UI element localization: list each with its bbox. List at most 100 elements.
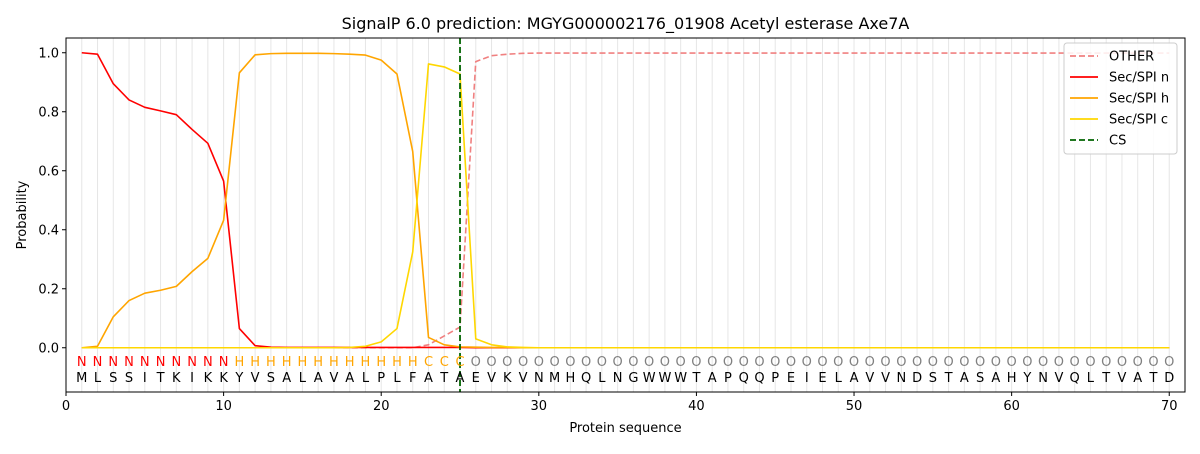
residue-letter: E xyxy=(787,371,795,386)
residue-letter: I xyxy=(805,371,809,386)
residue-layer: NMNLNSNSNINTNKNINKNKHYHVHSHAHLHAHVHAHLHP… xyxy=(76,355,1174,386)
residue-state-label: H xyxy=(266,355,276,370)
residue-state-label: O xyxy=(802,355,812,370)
residue-state-label: O xyxy=(628,355,638,370)
residue-state-label: O xyxy=(865,355,875,370)
residue-letter: T xyxy=(156,371,165,386)
x-tick-label: 30 xyxy=(531,399,548,414)
residue-letter: H xyxy=(1007,371,1017,386)
residue-letter: S xyxy=(267,371,275,386)
residue-letter: T xyxy=(439,371,448,386)
residue-letter: V xyxy=(1118,371,1127,386)
y-tick-label: 0.2 xyxy=(38,282,59,297)
residue-state-label: O xyxy=(1133,355,1143,370)
residue-state-label: H xyxy=(234,355,244,370)
residue-letter: S xyxy=(109,371,117,386)
residue-letter: A xyxy=(424,371,433,386)
residue-state-label: H xyxy=(313,355,323,370)
residue-letter: A xyxy=(282,371,291,386)
residue-letter: N xyxy=(613,371,623,386)
y-tick-label: 0.6 xyxy=(38,164,59,179)
residue-state-label: O xyxy=(1022,355,1032,370)
residue-letter: Q xyxy=(754,371,764,386)
residue-state-label: O xyxy=(1038,355,1048,370)
residue-state-label: H xyxy=(392,355,402,370)
residue-letter: P xyxy=(771,371,779,386)
residue-letter: W xyxy=(643,371,656,386)
x-axis-label: Protein sequence xyxy=(569,421,681,436)
x-tick-label: 50 xyxy=(846,399,863,414)
series-line-sec-spi-c xyxy=(81,63,1170,349)
legend-label: CS xyxy=(1109,134,1126,149)
residue-letter: W xyxy=(674,371,687,386)
residue-state-label: C xyxy=(424,355,433,370)
residue-letter: M xyxy=(76,371,87,386)
residue-state-label: O xyxy=(502,355,512,370)
residue-state-label: C xyxy=(440,355,449,370)
residue-state-label: O xyxy=(1054,355,1064,370)
residue-letter: Y xyxy=(234,371,243,386)
residue-state-label: N xyxy=(219,355,229,370)
residue-letter: L xyxy=(362,371,370,386)
residue-state-label: O xyxy=(1117,355,1127,370)
residue-letter: E xyxy=(472,371,480,386)
residue-letter: Q xyxy=(1070,371,1080,386)
plot-frame xyxy=(65,37,1186,393)
series-layer xyxy=(81,38,1170,392)
residue-state-label: O xyxy=(1085,355,1095,370)
y-tick-label: 0.8 xyxy=(38,105,59,120)
residue-letter: D xyxy=(1164,371,1174,386)
residue-letter: H xyxy=(565,371,575,386)
residue-letter: V xyxy=(329,371,338,386)
residue-letter: K xyxy=(204,371,213,386)
residue-letter: T xyxy=(1149,371,1158,386)
residue-letter: A xyxy=(456,371,465,386)
residue-state-label: O xyxy=(770,355,780,370)
residue-letter: L xyxy=(393,371,401,386)
residue-letter: Y xyxy=(1022,371,1031,386)
residue-state-label: N xyxy=(187,355,197,370)
residue-letter: I xyxy=(190,371,194,386)
residue-state-label: O xyxy=(471,355,481,370)
axis-layer: 0 10 20 30 40 50 60 70 0.0 0.2 0.4 0.6 0.8 1.0 xyxy=(38,46,1177,414)
residue-letter: T xyxy=(691,371,700,386)
residue-state-label: O xyxy=(1148,355,1158,370)
residue-state-label: O xyxy=(660,355,670,370)
legend-label: Sec/SPI n xyxy=(1109,71,1169,86)
x-tick-label: 0 xyxy=(62,399,70,414)
residue-letter: K xyxy=(172,371,181,386)
residue-state-label: O xyxy=(912,355,922,370)
residue-state-label: N xyxy=(108,355,118,370)
residue-state-label: O xyxy=(1007,355,1017,370)
residue-state-label: O xyxy=(486,355,496,370)
residue-state-label: O xyxy=(549,355,559,370)
residue-state-label: H xyxy=(408,355,418,370)
residue-letter: P xyxy=(724,371,732,386)
residue-letter: V xyxy=(865,371,874,386)
residue-letter: D xyxy=(912,371,922,386)
residue-state-label: O xyxy=(1101,355,1111,370)
residue-state-label: O xyxy=(817,355,827,370)
residue-state-label: H xyxy=(282,355,292,370)
residue-state-label: N xyxy=(124,355,134,370)
residue-state-label: O xyxy=(943,355,953,370)
residue-state-label: O xyxy=(581,355,591,370)
residue-state-label: O xyxy=(928,355,938,370)
residue-state-label: O xyxy=(991,355,1001,370)
residue-state-label: N xyxy=(171,355,181,370)
residue-state-label: O xyxy=(1164,355,1174,370)
residue-state-label: N xyxy=(140,355,150,370)
chart-title: SignalP 6.0 prediction: MGYG000002176_01… xyxy=(342,14,910,34)
residue-letter: A xyxy=(314,371,323,386)
residue-letter: V xyxy=(487,371,496,386)
residue-state-label: N xyxy=(93,355,103,370)
x-tick-label: 60 xyxy=(1003,399,1020,414)
legend-label: Sec/SPI h xyxy=(1109,92,1169,107)
y-axis-label: Probability xyxy=(15,180,30,249)
residue-state-label: C xyxy=(455,355,464,370)
residue-letter: L xyxy=(835,371,843,386)
x-tick-label: 20 xyxy=(373,399,390,414)
residue-letter: F xyxy=(409,371,416,386)
